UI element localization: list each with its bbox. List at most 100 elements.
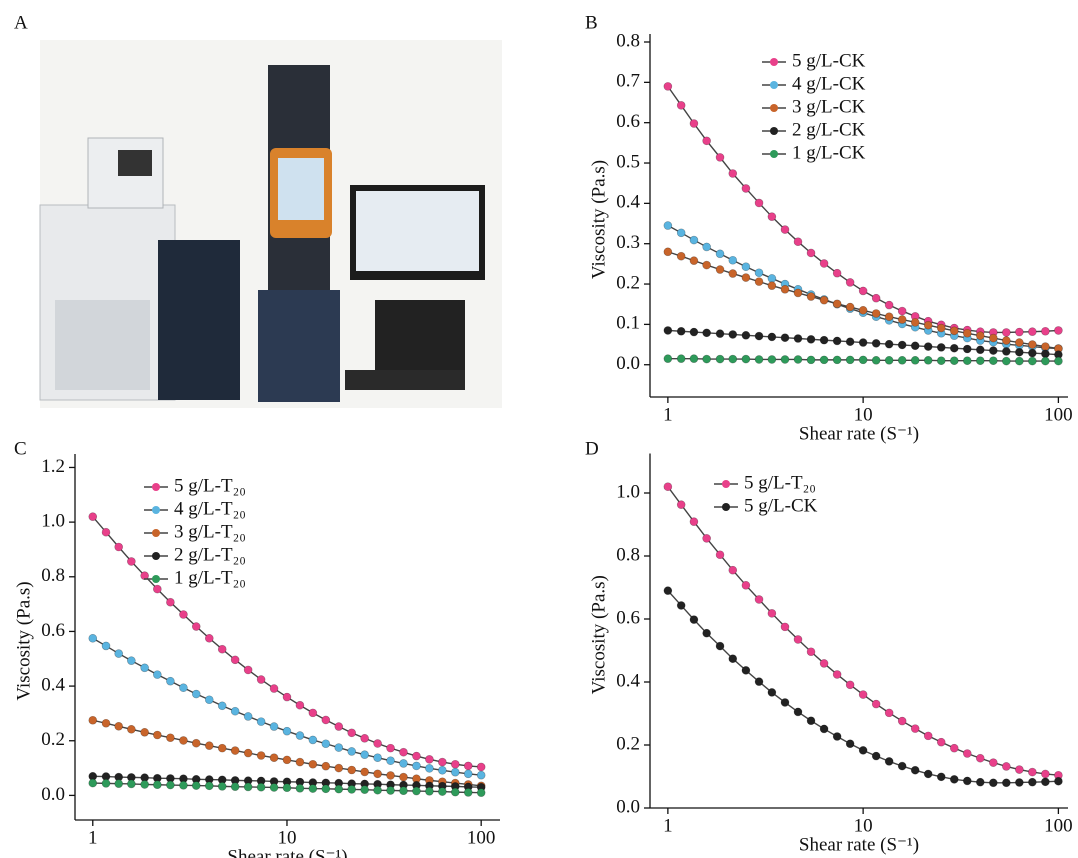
data-point bbox=[463, 769, 473, 779]
y-tick-label: 0.2 bbox=[41, 729, 65, 750]
data-point bbox=[1041, 769, 1050, 779]
legend-marker bbox=[152, 529, 160, 537]
data-point bbox=[179, 736, 188, 745]
data-point bbox=[676, 251, 686, 261]
data-point bbox=[806, 292, 816, 301]
data-point bbox=[127, 557, 136, 566]
legend-marker bbox=[722, 480, 730, 488]
data-point bbox=[884, 312, 894, 322]
data-point bbox=[715, 153, 725, 162]
legend-marker bbox=[770, 81, 778, 89]
y-tick-label: 0.2 bbox=[616, 272, 640, 293]
data-point bbox=[884, 300, 894, 310]
data-point bbox=[858, 305, 868, 315]
data-point bbox=[975, 753, 985, 763]
x-axis-title: Shear rate (S⁻¹) bbox=[799, 423, 919, 444]
data-point bbox=[399, 772, 408, 782]
data-point bbox=[741, 330, 751, 340]
y-axis-title: Viscosity (Pa.s) bbox=[588, 160, 609, 279]
data-point bbox=[949, 356, 959, 365]
data-point bbox=[373, 785, 382, 795]
data-point bbox=[243, 665, 253, 675]
legend-label: 3 g/L-CK bbox=[792, 96, 866, 117]
data-point bbox=[204, 695, 214, 705]
data-point bbox=[754, 355, 764, 364]
controller-display bbox=[118, 150, 152, 176]
data-point bbox=[256, 675, 266, 684]
data-point bbox=[767, 332, 777, 342]
data-point bbox=[438, 757, 447, 767]
data-point bbox=[871, 293, 881, 303]
data-point bbox=[1041, 777, 1050, 787]
data-point bbox=[127, 779, 136, 789]
data-point bbox=[989, 778, 998, 788]
data-point bbox=[360, 767, 369, 777]
data-point bbox=[1015, 338, 1024, 347]
data-point bbox=[871, 309, 881, 318]
data-point bbox=[1015, 356, 1024, 366]
data-point bbox=[308, 735, 318, 745]
data-point bbox=[754, 277, 764, 286]
data-point bbox=[884, 355, 894, 365]
data-point bbox=[897, 716, 907, 726]
rheometer-base bbox=[258, 290, 340, 402]
data-point bbox=[702, 136, 711, 146]
data-point bbox=[399, 759, 408, 768]
data-point bbox=[450, 767, 460, 777]
data-point bbox=[949, 326, 959, 336]
data-point bbox=[936, 356, 946, 365]
data-point bbox=[780, 333, 790, 342]
data-point bbox=[676, 500, 686, 509]
data-point bbox=[871, 751, 881, 761]
data-point bbox=[269, 753, 279, 762]
y-tick-label: 1.0 bbox=[616, 481, 640, 502]
data-point bbox=[806, 355, 816, 365]
data-point bbox=[386, 786, 395, 795]
data-point bbox=[754, 331, 764, 341]
data-point bbox=[179, 780, 188, 790]
data-point bbox=[1028, 327, 1037, 336]
data-point bbox=[347, 747, 356, 756]
data-point bbox=[858, 338, 868, 347]
data-point bbox=[334, 784, 344, 794]
legend-label: 3 g/L-T₂₀ bbox=[174, 521, 246, 542]
data-point bbox=[140, 780, 149, 789]
data-point bbox=[334, 722, 344, 731]
data-point bbox=[1041, 326, 1050, 336]
data-point bbox=[373, 769, 382, 779]
data-point bbox=[897, 315, 907, 324]
data-point bbox=[204, 781, 214, 791]
data-point bbox=[1015, 778, 1024, 787]
data-point bbox=[321, 761, 331, 771]
data-point bbox=[282, 726, 292, 736]
data-point bbox=[845, 680, 855, 690]
y-tick-label: 0.7 bbox=[616, 71, 640, 92]
data-point bbox=[140, 663, 149, 673]
data-point bbox=[845, 355, 855, 365]
y-tick-label: 0.0 bbox=[616, 796, 640, 817]
legend-label: 4 g/L-CK bbox=[792, 73, 866, 94]
data-point bbox=[166, 780, 175, 790]
data-point bbox=[754, 198, 764, 208]
data-point bbox=[191, 738, 201, 748]
x-tick-label: 100 bbox=[1044, 404, 1073, 425]
data-point bbox=[663, 586, 673, 595]
data-point bbox=[114, 721, 124, 731]
data-point bbox=[741, 262, 751, 271]
panel-label: C bbox=[14, 438, 27, 459]
data-point bbox=[962, 749, 972, 758]
legend-label: 1 g/L-CK bbox=[792, 142, 866, 163]
data-point bbox=[910, 765, 920, 775]
data-point bbox=[88, 512, 98, 521]
data-point bbox=[1002, 762, 1011, 771]
data-point bbox=[243, 712, 253, 721]
legend-label: 5 g/L-T₂₀ bbox=[174, 475, 246, 496]
data-point bbox=[989, 356, 998, 365]
x-tick-label: 1 bbox=[88, 827, 98, 848]
data-point bbox=[845, 337, 855, 347]
legend-marker bbox=[152, 552, 160, 560]
data-point bbox=[256, 717, 266, 726]
data-point bbox=[689, 235, 699, 245]
legend-label: 2 g/L-T₂₀ bbox=[174, 544, 246, 565]
data-point bbox=[923, 731, 933, 741]
